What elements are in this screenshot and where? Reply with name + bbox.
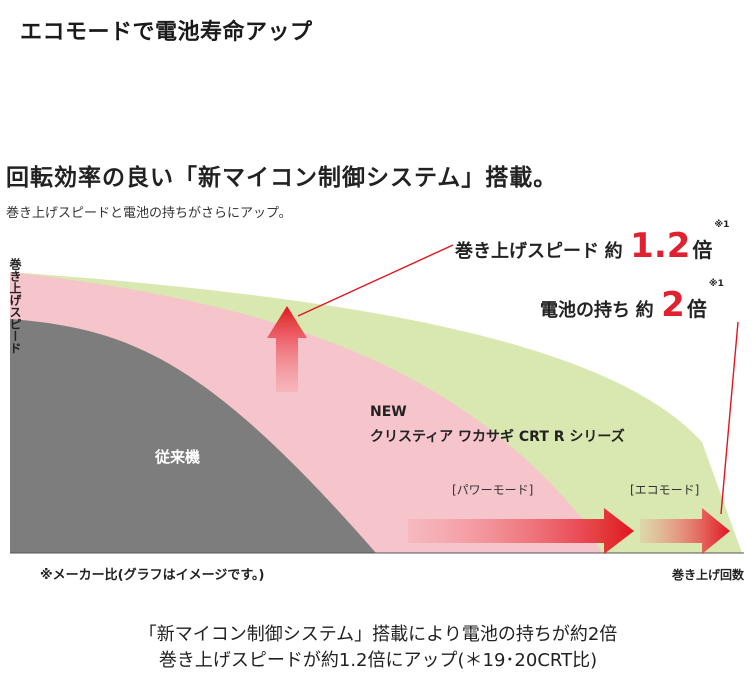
battery-callout-prefix: 約 <box>635 300 654 321</box>
power-mode-arrow <box>408 508 634 554</box>
battery-callout: 電池の持ち 約 2 倍※1 <box>540 279 724 325</box>
caption-line-2: 巻き上げスピードが約1.2倍にアップ(＊19･20CRT比) <box>158 650 598 671</box>
power-mode-label: [パワーモード] <box>452 483 533 497</box>
page-title: エコモードで電池寿命アップ <box>20 20 313 45</box>
area-legacy <box>10 318 376 553</box>
speed-pointer-line <box>297 244 454 317</box>
speed-callout-unit: 倍 <box>692 238 713 262</box>
y-axis-label: 巻き上げスピード <box>8 258 22 354</box>
caption-line-1: 「新マイコン制御システム」搭載により電池の持ちが約2倍 <box>138 624 618 645</box>
speed-callout-note: ※1 <box>714 220 730 230</box>
battery-callout-note: ※1 <box>708 279 724 289</box>
speed-up-arrow <box>267 306 307 392</box>
speed-vs-windings-chart: 従来機 NEW クリスティア ワカサギ CRT R シリーズ [パワーモード] [エコモ… <box>10 244 744 554</box>
battery-callout-value: 2 <box>661 285 685 325</box>
footnote: ※メーカー比(グラフはイメージです。) <box>40 568 265 583</box>
speed-callout-prefix: 約 <box>604 241 623 262</box>
eco-mode-label: [エコモード] <box>630 483 699 497</box>
battery-callout-label: 電池の持ち <box>540 300 630 321</box>
battery-pointer-line <box>720 321 739 515</box>
legacy-label: 従来機 <box>154 448 200 466</box>
new-model-label: NEW <box>370 404 407 420</box>
speed-callout-value: 1.2 <box>630 226 691 266</box>
subhead: 巻き上げスピードと電池の持ちがさらにアップ。 <box>6 206 292 221</box>
battery-callout-unit: 倍 <box>686 297 707 321</box>
x-axis-label: 巻き上げ回数 <box>671 568 744 582</box>
speed-callout: 巻き上げスピード 約 1.2 倍※1 <box>455 220 729 266</box>
speed-callout-label: 巻き上げスピード <box>455 241 599 262</box>
eco-mode-arrow <box>640 508 730 554</box>
new-model-name: クリスティア ワカサギ CRT R シリーズ <box>370 428 625 445</box>
headline: 回転効率の良い「新マイコン制御システム」搭載。 <box>6 165 558 191</box>
